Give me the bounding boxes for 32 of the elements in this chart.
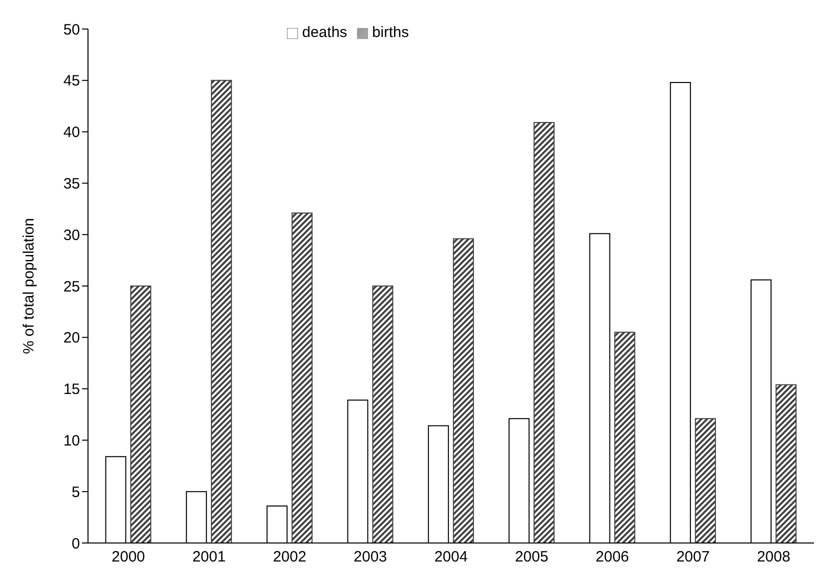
bar xyxy=(534,122,555,543)
x-tick-label: 2007 xyxy=(676,548,710,566)
y-tick-label: 15 xyxy=(63,381,80,398)
bar xyxy=(372,286,394,543)
x-tick-label: 2005 xyxy=(514,548,548,566)
legend-label: deaths xyxy=(302,24,348,41)
x-tick-label: 2008 xyxy=(756,548,790,566)
y-tick-label: 10 xyxy=(63,432,80,450)
y-axis-title: % of total population xyxy=(20,218,38,354)
y-tick-label: 25 xyxy=(63,278,80,296)
y-tick-label: 35 xyxy=(63,176,80,193)
bar xyxy=(452,238,474,543)
bar xyxy=(776,384,797,543)
bar xyxy=(292,212,313,543)
legend-label: births xyxy=(372,24,409,41)
x-tick-label: 2002 xyxy=(272,548,306,566)
x-tick-label: 2006 xyxy=(596,548,630,566)
y-tick-label: 45 xyxy=(63,72,80,90)
bar xyxy=(130,286,152,543)
bar xyxy=(694,418,716,543)
x-tick-label: 2000 xyxy=(112,548,146,566)
x-tick-label: 2001 xyxy=(192,548,226,566)
y-tick-label: 30 xyxy=(63,226,80,244)
y-tick-label: 20 xyxy=(63,330,80,347)
bar xyxy=(210,80,232,543)
x-tick-label: 2003 xyxy=(354,548,388,566)
y-tick-label: 40 xyxy=(63,124,80,142)
bar xyxy=(614,332,636,543)
y-tick-label: 50 xyxy=(63,21,80,38)
y-tick-label: 0 xyxy=(72,535,80,552)
y-tick-label: 5 xyxy=(72,484,80,501)
x-tick-label: 2004 xyxy=(434,548,468,566)
